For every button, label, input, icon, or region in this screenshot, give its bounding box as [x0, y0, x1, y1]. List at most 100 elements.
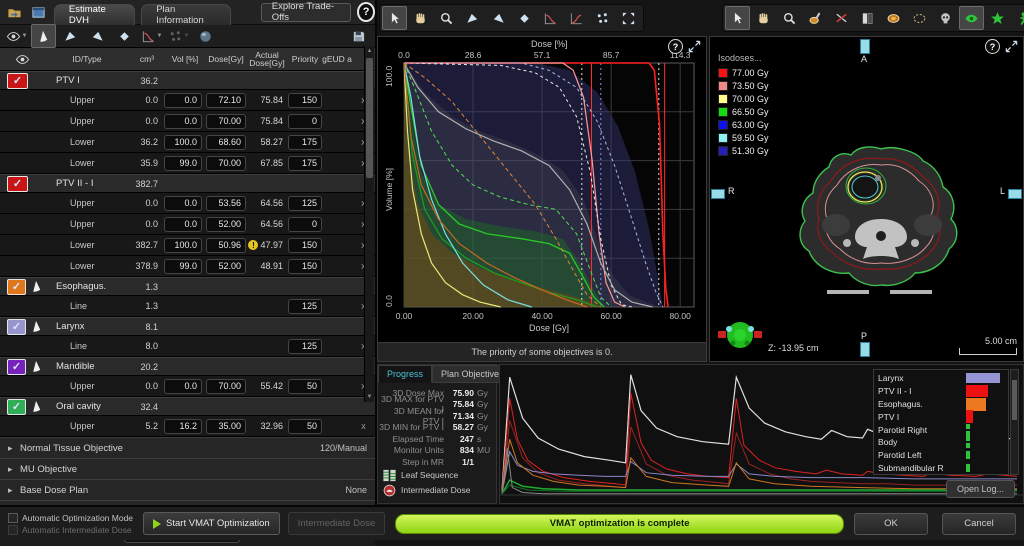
pri-input[interactable]: [288, 298, 322, 314]
checkbox-icon[interactable]: [8, 524, 18, 535]
pri-input[interactable]: [288, 258, 322, 274]
pri-input[interactable]: [288, 134, 322, 150]
structure-row[interactable]: ✓ Esophagus. 1.3: [0, 277, 375, 296]
dvh-upper-curve-icon[interactable]: [538, 6, 563, 30]
pri-input[interactable]: [288, 338, 322, 354]
vol-input[interactable]: [164, 92, 202, 108]
section-mu-objective[interactable]: ▸ MU Objective: [0, 458, 375, 479]
pri-input[interactable]: [288, 195, 322, 211]
slice-slider-top[interactable]: [860, 39, 870, 54]
pri-input[interactable]: [288, 155, 322, 171]
fit-view-icon[interactable]: [616, 6, 641, 30]
tab-plan-information[interactable]: Plan Information: [141, 3, 231, 26]
dvh-lower-curve-icon[interactable]: [564, 6, 589, 30]
pan-hand-icon[interactable]: [751, 6, 776, 30]
dose-input[interactable]: [206, 216, 246, 232]
section-base-dose-plan[interactable]: ▸ Base Dose Plan None: [0, 479, 375, 500]
vol-input[interactable]: [164, 258, 202, 274]
vol-input[interactable]: [164, 216, 202, 232]
dose-input[interactable]: [206, 418, 246, 434]
structure-checkbox[interactable]: ✓: [7, 358, 26, 375]
pri-input[interactable]: [288, 216, 322, 232]
auto-optimization-checkbox-row[interactable]: Automatic Optimization Mode: [8, 512, 133, 524]
dose-input[interactable]: [206, 258, 246, 274]
select-pointer-icon[interactable]: [725, 6, 750, 30]
pri-input[interactable]: [288, 418, 322, 434]
objective-row[interactable]: Upper 0.0 64.56 x: [0, 193, 375, 214]
select-pointer-icon[interactable]: [382, 6, 407, 30]
delete-objective-button[interactable]: x: [352, 240, 375, 250]
structure-row[interactable]: ✓ Larynx 8.1: [0, 317, 375, 336]
tab-progress[interactable]: Progress: [378, 365, 433, 383]
explore-tradeoffs-button[interactable]: Explore Trade-Offs: [260, 1, 352, 23]
structure-checkbox[interactable]: ✓: [7, 318, 26, 335]
objective-arrow-left-icon[interactable]: [58, 24, 83, 48]
objective-row[interactable]: Upper 0.0 64.56 x: [0, 214, 375, 235]
structure-checkbox[interactable]: ✓: [7, 72, 28, 89]
visibility-dropdown-icon[interactable]: ▼: [4, 24, 29, 48]
cancel-button[interactable]: Cancel: [942, 512, 1016, 535]
patient-marker-icon[interactable]: [1011, 6, 1024, 30]
structure-row[interactable]: ✓ Oral cavity 32.4: [0, 397, 375, 416]
objective-diamond-icon[interactable]: [512, 6, 537, 30]
structure-row[interactable]: ✓ PTV II - I 382.7: [0, 174, 375, 193]
objective-row[interactable]: Line 1.3 x: [0, 296, 375, 317]
objective-row[interactable]: Lower 35.9 67.85 x: [0, 153, 375, 174]
delete-objective-button[interactable]: x: [352, 198, 375, 208]
scrollbar-thumb[interactable]: [366, 58, 373, 178]
delete-objective-button[interactable]: x: [352, 95, 375, 105]
save-objectives-icon[interactable]: [346, 24, 371, 48]
geud-objective-icon[interactable]: ▼: [166, 24, 191, 48]
delete-objective-button[interactable]: x: [352, 137, 375, 147]
objective-row[interactable]: Line 8.0 x: [0, 336, 375, 357]
pan-hand-icon[interactable]: [408, 6, 433, 30]
window-level-icon[interactable]: [855, 6, 880, 30]
zoom-icon[interactable]: [434, 6, 459, 30]
ok-button[interactable]: OK: [854, 512, 928, 535]
pri-input[interactable]: [288, 92, 322, 108]
vol-input[interactable]: [164, 134, 202, 150]
open-folder-icon[interactable]: [5, 3, 24, 22]
slice-slider-bottom[interactable]: [860, 342, 870, 357]
dvh-help-icon[interactable]: ?: [668, 39, 683, 54]
slice-slider-right[interactable]: [1008, 189, 1022, 199]
dose-input[interactable]: [206, 378, 246, 394]
legend-scroll-thumb[interactable]: [1012, 380, 1017, 420]
auto-intermediate-checkbox-row[interactable]: Automatic Intermediate Dose: [8, 524, 133, 536]
dose-input[interactable]: [206, 92, 246, 108]
objective-row[interactable]: Upper 0.0 55.42 x: [0, 376, 375, 397]
help-button[interactable]: ?: [357, 2, 375, 22]
roi-solid-icon[interactable]: [881, 6, 906, 30]
vol-input[interactable]: [164, 378, 202, 394]
delete-objective-button[interactable]: x: [352, 158, 375, 168]
wedge-tool-icon[interactable]: [31, 24, 56, 48]
table-scrollbar[interactable]: ▲ ▼: [364, 46, 374, 402]
contour-brush-icon[interactable]: [803, 6, 828, 30]
dvh-expand-icon[interactable]: [687, 39, 702, 54]
reference-point-icon[interactable]: [985, 6, 1010, 30]
section-normal-tissue-objective[interactable]: ▸ Normal Tissue Objective 120/Manual: [0, 437, 375, 458]
move-objective-right-icon[interactable]: [486, 6, 511, 30]
objective-row[interactable]: Lower 36.2 58.27 x: [0, 132, 375, 153]
intermediate-dose-button[interactable]: Intermediate Dose: [287, 512, 386, 535]
pri-input[interactable]: [288, 237, 322, 253]
ct-expand-icon[interactable]: [1004, 39, 1019, 54]
roi-outline-icon[interactable]: [907, 6, 932, 30]
scroll-down-icon[interactable]: ▼: [366, 394, 373, 400]
delete-objective-button[interactable]: x: [352, 116, 375, 126]
ct-axial-viewport[interactable]: ? Isodoses... 77.00 Gy 73.50 Gy 70.00 Gy 66…: [709, 36, 1024, 362]
visibility-eye-icon[interactable]: [0, 52, 44, 67]
pri-input[interactable]: [288, 113, 322, 129]
dose-input[interactable]: [206, 113, 246, 129]
start-vmat-optimization-button[interactable]: Start VMAT Optimization: [143, 512, 280, 535]
zoom-icon[interactable]: [777, 6, 802, 30]
vol-input[interactable]: [164, 195, 202, 211]
delete-objective-button[interactable]: x: [361, 421, 366, 431]
scroll-up-icon[interactable]: ▲: [366, 48, 373, 54]
structure-checkbox[interactable]: ✓: [7, 278, 26, 295]
structure-checkbox[interactable]: ✓: [7, 398, 26, 415]
legend-scrollbar[interactable]: [1010, 369, 1019, 475]
pri-input[interactable]: [288, 378, 322, 394]
checkbox-icon[interactable]: [8, 512, 18, 523]
dose-input[interactable]: [206, 155, 246, 171]
